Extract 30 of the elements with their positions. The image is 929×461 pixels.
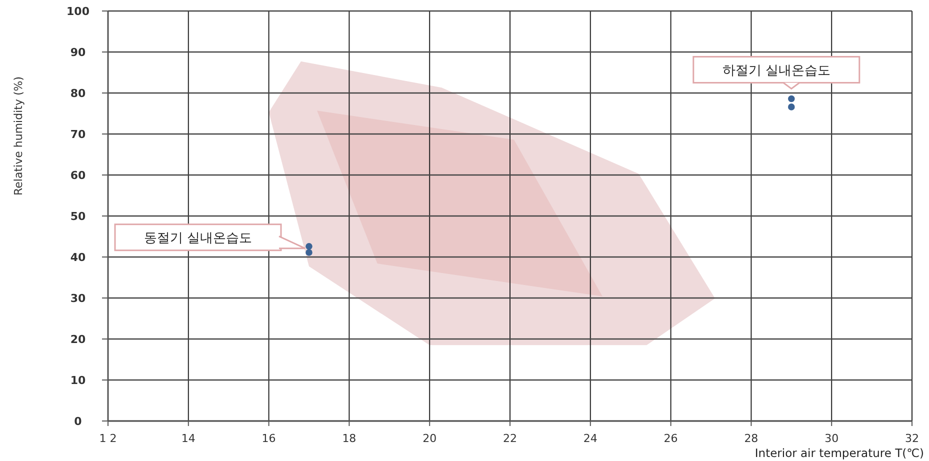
y-tick-label: 80 xyxy=(70,86,86,100)
x-tick-label: 18 xyxy=(342,432,356,445)
y-tick-label: 100 xyxy=(66,4,90,18)
y-tick-label: 10 xyxy=(70,374,86,387)
y-tick-label: 40 xyxy=(70,250,86,264)
y-tick-label: 50 xyxy=(70,210,86,223)
point xyxy=(306,242,312,250)
x-axis-title: Interior air temperature T(℃) xyxy=(754,446,924,460)
point xyxy=(788,95,795,102)
x-tick-label: 24 xyxy=(583,432,598,445)
x-tick-label: 14 xyxy=(181,432,196,445)
x-tick-label: 1 2 xyxy=(99,432,117,445)
x-tick-label: 22 xyxy=(503,432,517,445)
y-axis-title: Relative humidity (%) xyxy=(12,76,25,196)
y-tick-label: 60 xyxy=(70,168,86,182)
x-tick-label: 16 xyxy=(262,432,276,445)
x-tick-label: 30 xyxy=(824,432,839,445)
point xyxy=(306,249,312,256)
x-tick-label: 26 xyxy=(664,432,678,445)
x-tick-label: 32 xyxy=(905,432,919,445)
y-tick-label: 70 xyxy=(70,128,86,141)
annotation: 동절기 실내온습도 xyxy=(144,230,252,246)
annotation: 하절기 실내온습도 xyxy=(722,63,830,78)
point xyxy=(788,104,795,110)
y-tick-label: 30 xyxy=(70,292,86,305)
y-tick-label: 20 xyxy=(70,332,86,346)
x-tick-label: 20 xyxy=(422,432,437,445)
y-tick-label: 90 xyxy=(70,46,86,59)
x-tick-label: 28 xyxy=(744,432,758,445)
y-tick-label: 0 xyxy=(74,414,82,428)
